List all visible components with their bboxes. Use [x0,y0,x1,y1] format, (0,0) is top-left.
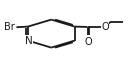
Text: Br: Br [4,22,14,32]
Text: O: O [101,22,109,32]
Text: O: O [85,37,92,47]
Text: N: N [25,36,32,46]
